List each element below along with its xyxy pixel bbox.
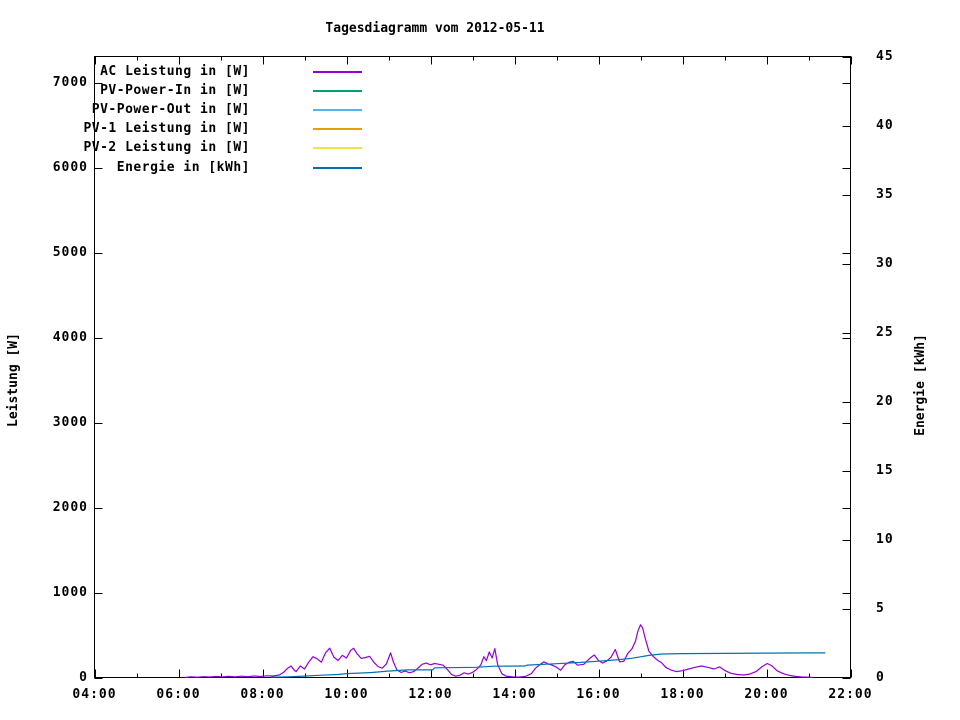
x-tick-label: 20:00 <box>744 687 789 702</box>
legend-line-0 <box>313 70 362 73</box>
chart-title: Tagesdiagramm vom 2012-05-11 <box>325 21 545 36</box>
legend-label-4: PV-2 Leistung in [W] <box>83 140 250 156</box>
x-tick-label: 08:00 <box>240 687 285 702</box>
y-tick-label: 5000 <box>52 244 88 260</box>
axis-ticks <box>94 56 852 679</box>
legend-label-5: Energie in [kWh] <box>116 159 250 175</box>
y2-tick-label: 10 <box>876 531 894 547</box>
x-tick-label: 14:00 <box>492 687 537 702</box>
x-tick-label: 06:00 <box>156 687 201 702</box>
legend-label-2: PV-Power-Out in [W] <box>91 101 250 117</box>
x-tick-label: 18:00 <box>660 687 705 702</box>
y2-tick-label: 0 <box>876 669 885 685</box>
y2-tick-label: 40 <box>876 117 894 133</box>
legend-line-3 <box>313 128 362 131</box>
legend-line-1 <box>313 89 362 92</box>
x-tick-label: 04:00 <box>72 687 117 702</box>
legend-line-5 <box>313 166 362 169</box>
x-tick-label: 12:00 <box>408 687 453 702</box>
y-tick-label: 1000 <box>52 584 88 600</box>
y2-tick-label: 35 <box>876 186 894 202</box>
y2-tick-label: 20 <box>876 393 894 409</box>
y2-tick-label: 5 <box>876 600 885 616</box>
y2-tick-label: 25 <box>876 324 894 340</box>
plot-border <box>94 56 851 678</box>
y-tick-label: 6000 <box>52 159 88 175</box>
y2-tick-label: 45 <box>876 48 894 64</box>
y2-tick-label: 15 <box>876 462 894 478</box>
y2-tick-label: 30 <box>876 255 894 271</box>
y-tick-label: 7000 <box>52 74 88 90</box>
y-tick-label: 0 <box>79 669 88 685</box>
x-tick-label: 10:00 <box>324 687 369 702</box>
legend-label-0: AC Leistung in [W] <box>100 63 250 79</box>
legend-line-2 <box>313 108 362 111</box>
x-tick-label: 22:00 <box>828 687 873 702</box>
y-axis-left-label: Leistung [W] <box>6 333 21 427</box>
series-line-5 <box>270 652 826 678</box>
legend-label-1: PV-Power-In in [W] <box>100 82 250 98</box>
x-tick-label: 16:00 <box>576 687 621 702</box>
y-axis-right-label: Energie [kWh] <box>913 334 928 436</box>
y-tick-label: 2000 <box>52 499 88 515</box>
legend-label-3: PV-1 Leistung in [W] <box>83 121 250 137</box>
y-tick-label: 3000 <box>52 414 88 430</box>
series-line-0 <box>184 624 813 679</box>
y-tick-label: 4000 <box>52 329 88 345</box>
legend-line-4 <box>313 147 362 150</box>
